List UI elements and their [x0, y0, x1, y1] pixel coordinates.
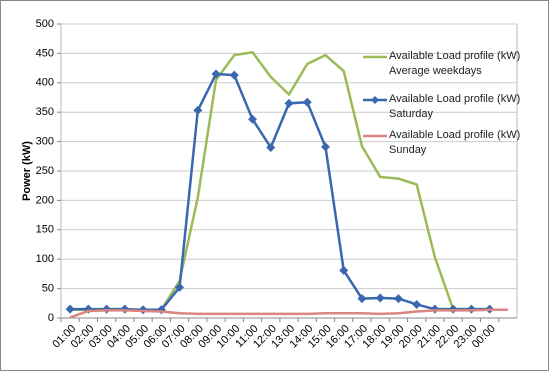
data-point: [193, 105, 203, 115]
data-point: [357, 294, 367, 304]
data-point: [320, 142, 330, 152]
legend-label: Available Load profile (kW) Sunday: [389, 129, 521, 156]
data-point: [266, 142, 276, 152]
data-point: [412, 299, 422, 309]
data-point: [65, 304, 75, 314]
y-tick-label: 300: [36, 136, 54, 148]
legend-label: Available Load profile (kW) Saturday: [389, 93, 521, 120]
y-tick-label: 100: [36, 253, 54, 265]
legend-marker: [371, 96, 379, 104]
data-point: [211, 69, 221, 79]
data-point: [302, 97, 312, 107]
y-tick-label: 0: [48, 312, 54, 324]
legend-label: Available Load profile (kW) Average week…: [389, 50, 521, 77]
y-tick-label: 500: [36, 18, 54, 30]
data-point: [393, 294, 403, 304]
series-line: [69, 308, 508, 319]
y-tick-label: 400: [36, 77, 54, 89]
data-point: [175, 282, 185, 292]
y-tick-label: 250: [36, 165, 54, 177]
legend-item: Available Load profile (kW) Saturday: [389, 93, 521, 120]
y-tick-label: 150: [36, 224, 54, 236]
data-point: [284, 98, 294, 108]
y-axis-label: Power (kW): [21, 141, 33, 201]
legend-item: Available Load profile (kW) Average week…: [389, 50, 521, 77]
y-tick-label: 350: [36, 106, 54, 118]
data-point: [229, 70, 239, 80]
data-point: [248, 114, 258, 124]
data-point: [339, 265, 349, 275]
y-tick-label: 200: [36, 194, 54, 206]
y-tick-label: 450: [36, 47, 54, 59]
data-point: [375, 293, 385, 303]
legend-item: Available Load profile (kW) Sunday: [389, 129, 521, 156]
y-tick-label: 50: [42, 283, 54, 295]
